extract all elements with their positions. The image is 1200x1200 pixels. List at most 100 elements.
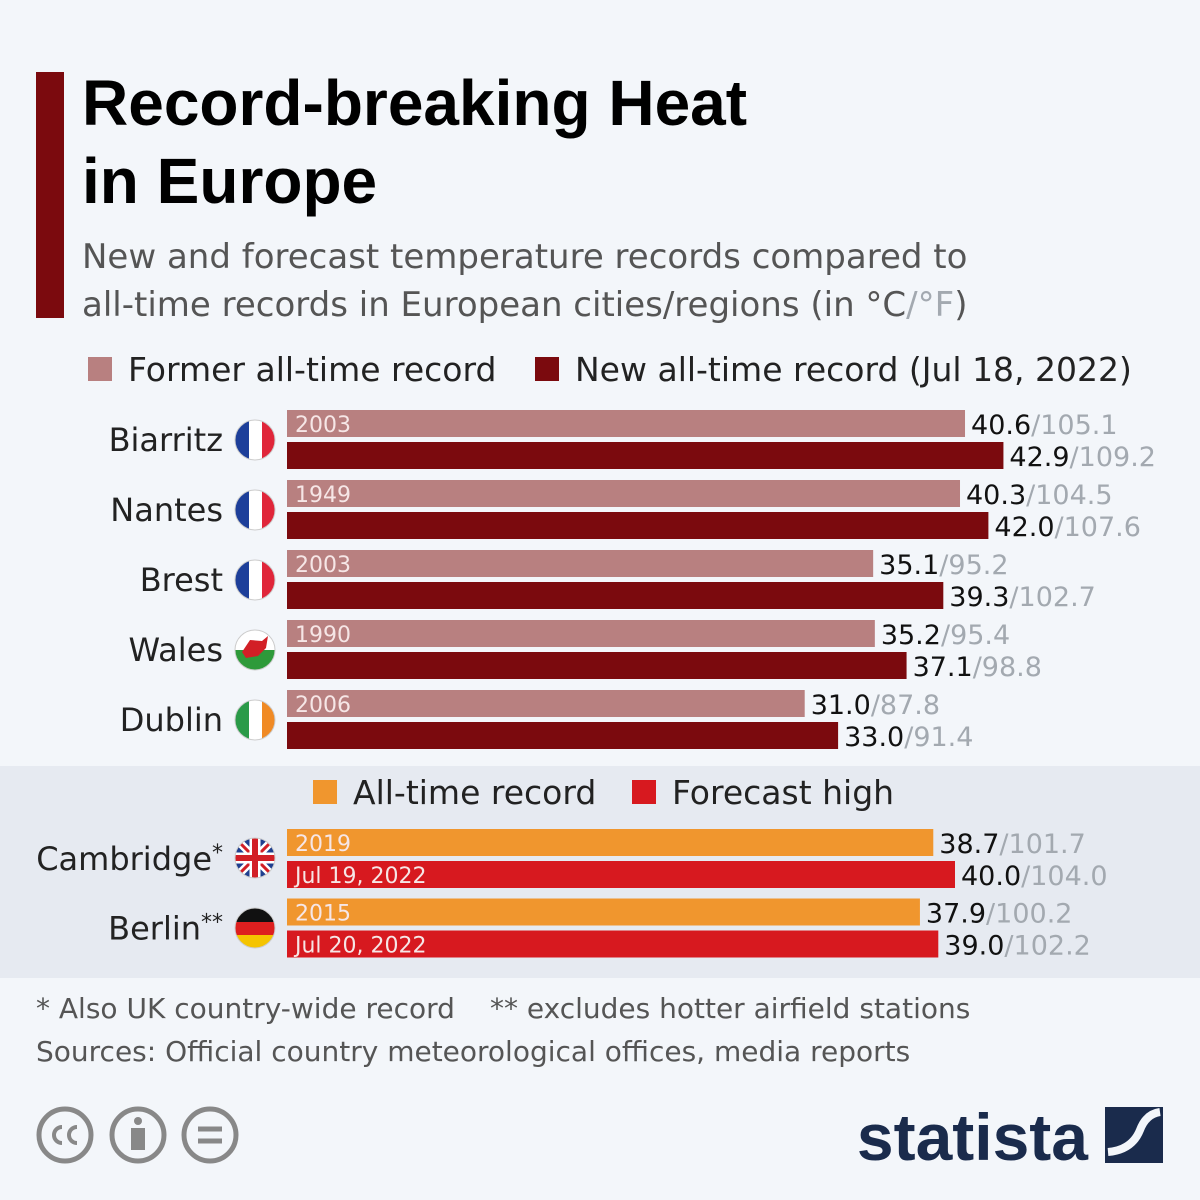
bar-inner-label: 2003	[295, 413, 351, 438]
value-separator: /	[941, 620, 951, 651]
category-label: Nantes	[110, 491, 223, 529]
value-label: 42.9/109.2	[1009, 442, 1156, 473]
value-separator: /	[1055, 512, 1065, 543]
flag-france	[235, 490, 275, 530]
bar	[287, 620, 875, 647]
value-celsius: 37.9	[926, 899, 986, 930]
bar	[287, 690, 805, 717]
value-separator: /	[999, 829, 1009, 860]
subtitle: all-time records in European cities/regi…	[82, 285, 967, 325]
value-celsius: 31.0	[811, 690, 871, 721]
bar-inner-label: 2003	[295, 553, 351, 578]
value-label: 39.0/102.2	[944, 931, 1091, 962]
legend-label: New all-time record (Jul 18, 2022)	[575, 350, 1132, 389]
flag-france	[235, 560, 275, 600]
bar-inner-label: 2015	[295, 902, 351, 927]
category-label: Cambridge*	[36, 840, 223, 878]
bar-inner-label: Jul 19, 2022	[293, 864, 427, 889]
bar	[287, 652, 907, 679]
value-separator: /	[939, 550, 949, 581]
bar	[287, 829, 934, 856]
value-separator: /	[1026, 480, 1036, 511]
subtitle: New and forecast temperature records com…	[82, 237, 967, 277]
value-fahrenheit: 102.7	[1019, 582, 1096, 613]
value-fahrenheit: 102.2	[1014, 931, 1091, 962]
category-label: Biarritz	[109, 421, 223, 459]
value-separator: /	[1009, 582, 1019, 613]
value-label: 40.6/105.1	[971, 410, 1118, 441]
value-fahrenheit: 104.5	[1035, 480, 1112, 511]
category-name: Cambridge	[36, 840, 212, 878]
category-name: Brest	[140, 561, 223, 599]
value-celsius: 38.7	[939, 829, 999, 860]
value-celsius: 42.0	[994, 512, 1054, 543]
category-name: Biarritz	[109, 421, 223, 459]
bar	[287, 722, 839, 749]
value-celsius: 39.3	[949, 582, 1009, 613]
brand-icon	[1105, 1107, 1163, 1163]
footnote: ** excludes hotter airfield stations	[490, 992, 970, 1025]
bar	[287, 898, 920, 926]
value-fahrenheit: 87.8	[880, 690, 940, 721]
value-fahrenheit: 107.6	[1064, 512, 1141, 543]
category-label: Brest	[140, 561, 223, 599]
bar	[287, 861, 955, 888]
flags	[234, 419, 276, 949]
title: in Europe	[82, 145, 377, 217]
value-celsius: 37.1	[913, 652, 973, 683]
value-celsius: 39.0	[944, 931, 1004, 962]
value-celsius: 35.1	[879, 550, 939, 581]
value-fahrenheit: 91.4	[913, 722, 973, 753]
category-name: Berlin	[108, 910, 201, 948]
legend-swatch	[313, 780, 337, 804]
value-fahrenheit: 101.7	[1009, 829, 1086, 860]
value-label: 31.0/87.8	[811, 690, 940, 721]
value-celsius: 40.0	[961, 861, 1021, 892]
bar-inner-label: 2006	[295, 693, 351, 718]
bar	[287, 480, 961, 507]
value-fahrenheit: 109.2	[1079, 442, 1156, 473]
source: Sources: Official country meteorological…	[36, 1035, 910, 1068]
value-label: 42.0/107.6	[994, 512, 1141, 543]
value-separator: /	[973, 652, 983, 683]
value-separator: /	[904, 722, 914, 753]
value-label: 40.3/104.5	[966, 480, 1113, 511]
value-separator: /	[1031, 410, 1041, 441]
footnote: * Also UK country-wide record	[36, 992, 455, 1025]
legend-label: Forecast high	[672, 773, 894, 812]
value-label: 39.3/102.7	[949, 582, 1096, 613]
value-celsius: 40.6	[971, 410, 1031, 441]
value-label: 37.9/100.2	[926, 899, 1073, 930]
value-celsius: 40.3	[966, 480, 1026, 511]
value-label: 37.1/98.8	[913, 652, 1042, 683]
legend-swatch	[88, 357, 112, 381]
subtitle-text: )	[954, 285, 967, 325]
category-name: Nantes	[110, 491, 223, 529]
category-label: Berlin**	[108, 910, 223, 948]
value-fahrenheit: 95.4	[950, 620, 1010, 651]
brand-logo: statista	[857, 1100, 1089, 1174]
bar	[287, 582, 944, 609]
value-separator: /	[1004, 931, 1014, 962]
subtitle-unit: /°F	[906, 285, 954, 325]
value-fahrenheit: 95.2	[948, 550, 1008, 581]
bar	[287, 442, 1004, 469]
value-label: 35.1/95.2	[879, 550, 1008, 581]
bar	[287, 410, 966, 437]
bar-inner-label: 2019	[295, 832, 351, 857]
value-separator: /	[871, 690, 881, 721]
title: Record-breaking Heat	[82, 67, 747, 139]
flag-ireland	[235, 700, 275, 740]
category-note: **	[201, 911, 223, 936]
value-separator: /	[1021, 861, 1031, 892]
value-fahrenheit: 104.0	[1030, 861, 1107, 892]
subtitle-text: all-time records in European cities/regi…	[82, 285, 906, 325]
value-celsius: 35.2	[881, 620, 941, 651]
value-fahrenheit: 105.1	[1040, 410, 1117, 441]
legend-swatch	[535, 357, 559, 381]
value-label: 40.0/104.0	[961, 861, 1108, 892]
legend-swatch	[632, 780, 656, 804]
category-name: Dublin	[120, 701, 223, 739]
bar-inner-label: 1949	[295, 483, 351, 508]
